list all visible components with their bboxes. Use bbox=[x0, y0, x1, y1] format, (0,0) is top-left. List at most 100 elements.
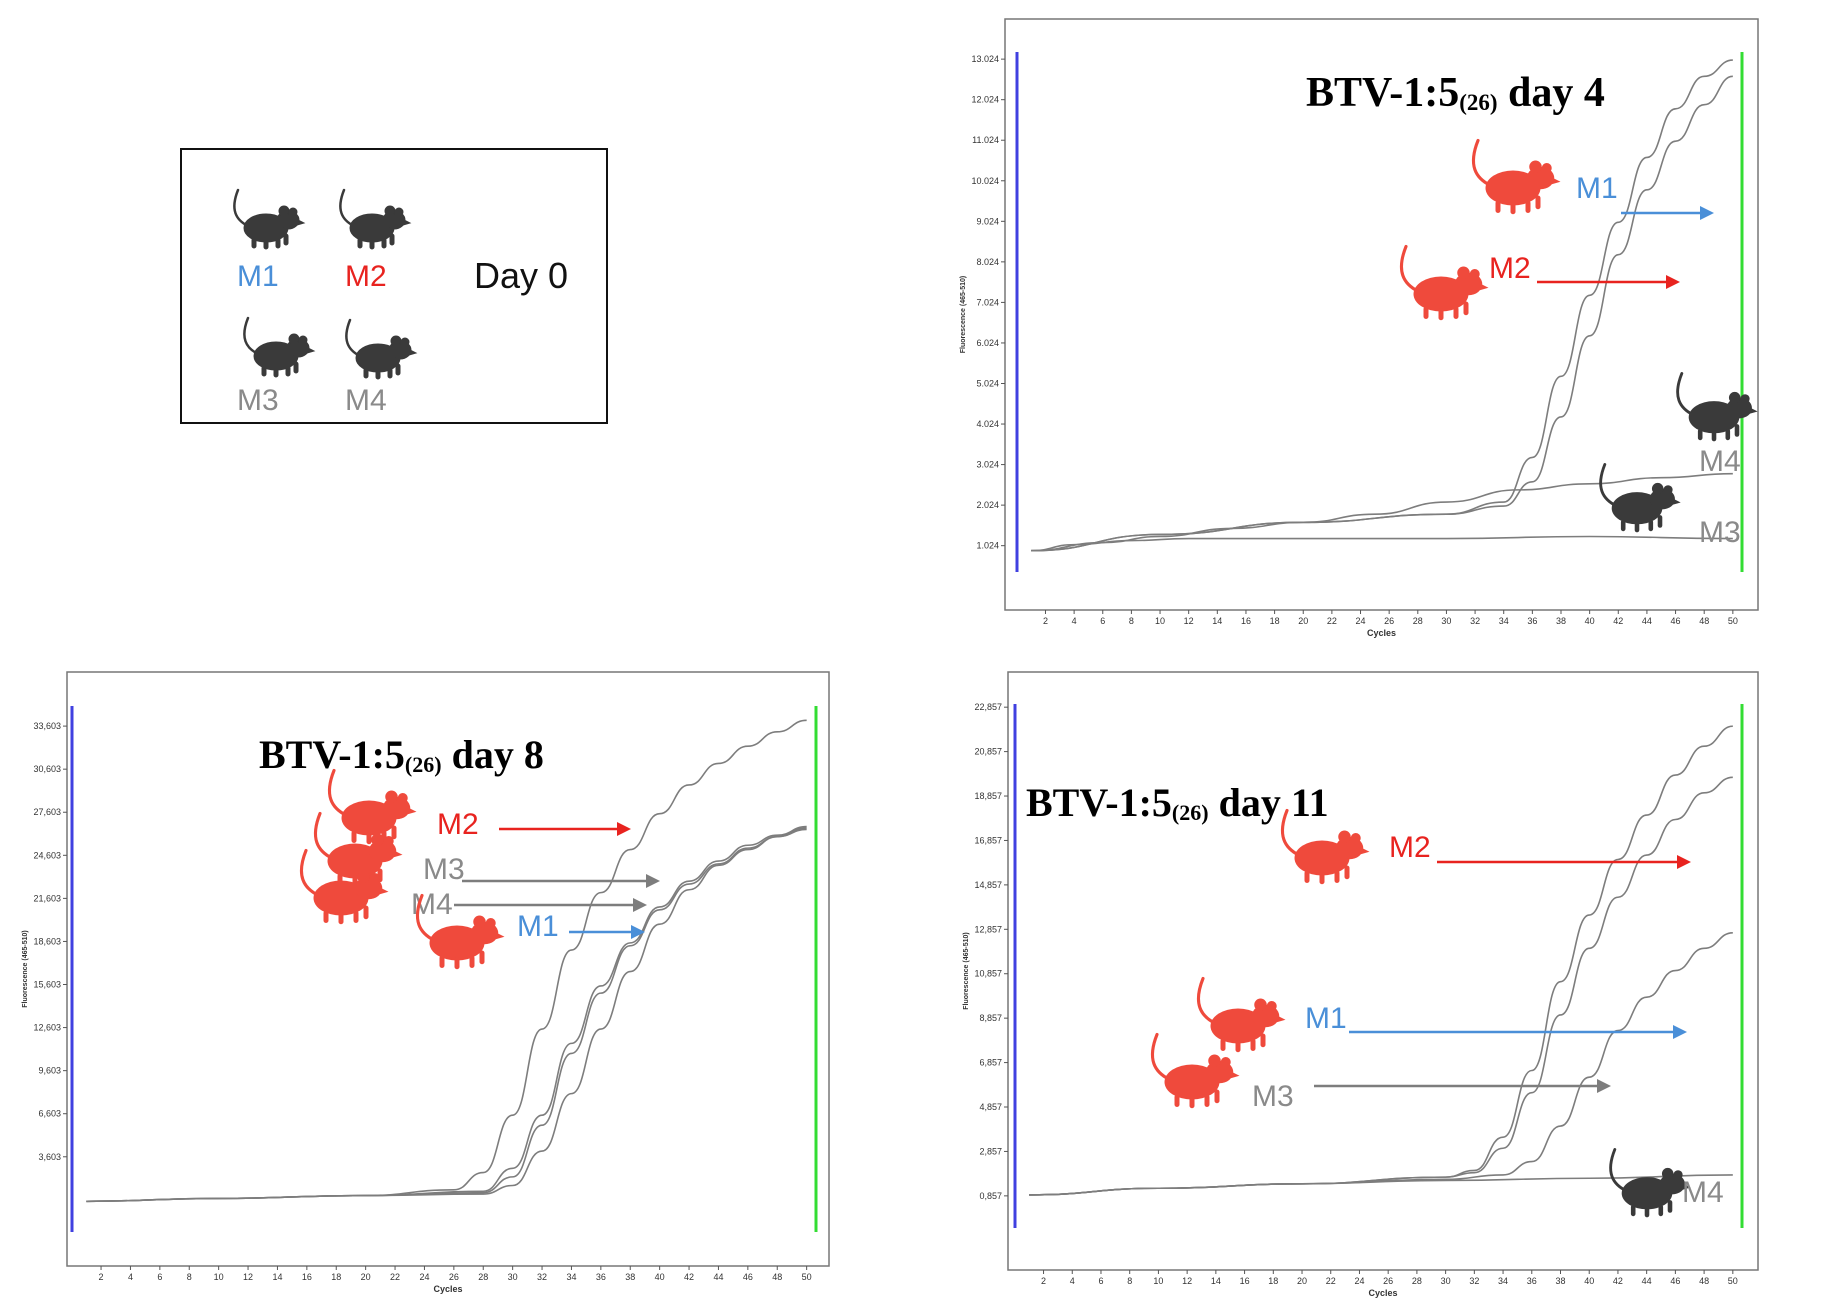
mouse-infected-m3-icon bbox=[1151, 1032, 1240, 1109]
y-tick-label: 18,857 bbox=[974, 791, 1002, 801]
x-tick-label: 48 bbox=[772, 1272, 782, 1282]
y-tick-label: 9,603 bbox=[38, 1066, 61, 1076]
legend-mouse-m4 bbox=[345, 318, 418, 381]
x-tick-label: 12 bbox=[243, 1272, 253, 1282]
x-tick-label: 10 bbox=[1153, 1276, 1163, 1286]
y-tick-label: 15,603 bbox=[33, 980, 61, 990]
y-tick-label: 12,603 bbox=[33, 1023, 61, 1033]
y-tick-label: 12,857 bbox=[974, 924, 1002, 934]
chart-title: BTV-1:5(26) day 4 bbox=[1306, 70, 1605, 116]
x-tick-label: 8 bbox=[1127, 1276, 1132, 1286]
annotation-arrow-m4 bbox=[454, 898, 647, 912]
y-tick-label: 18,603 bbox=[33, 936, 61, 946]
legend-label-m4: M4 bbox=[345, 384, 387, 417]
x-tick-label: 16 bbox=[302, 1272, 312, 1282]
annotation-arrow-m1 bbox=[1349, 1025, 1687, 1039]
x-tick-label: 30 bbox=[1441, 1276, 1451, 1286]
y-tick-label: 11.024 bbox=[972, 135, 999, 145]
y-tick-label: 8.024 bbox=[976, 257, 999, 267]
annotation-arrow-m1 bbox=[569, 925, 645, 939]
legend-label-m1: M1 bbox=[237, 260, 279, 293]
x-axis-label: Cycles bbox=[1367, 628, 1396, 638]
x-tick-label: 40 bbox=[1584, 1276, 1594, 1286]
x-tick-label: 30 bbox=[508, 1272, 518, 1282]
x-tick-label: 8 bbox=[1129, 616, 1134, 626]
y-tick-label: 6,603 bbox=[38, 1109, 61, 1119]
annotation-arrow-m3 bbox=[1314, 1079, 1611, 1093]
x-tick-label: 42 bbox=[684, 1272, 694, 1282]
x-tick-label: 32 bbox=[537, 1272, 547, 1282]
annotation-label-m1: M1 bbox=[1576, 172, 1618, 205]
chart-panel-day11: 0,857 2,857 4,857 6,857 8,857 10,857 12,857 14,… bbox=[946, 668, 1822, 1300]
x-tick-label: 16 bbox=[1241, 616, 1251, 626]
y-tick-label: 10.024 bbox=[971, 176, 999, 186]
y-tick-label: 3.024 bbox=[976, 460, 999, 470]
annotation-arrow-m3 bbox=[462, 874, 660, 888]
annotation-arrow-m2 bbox=[1537, 275, 1680, 289]
y-tick-label: 0,857 bbox=[979, 1191, 1002, 1201]
series-line-m2 bbox=[1031, 59, 1733, 552]
chart-title: BTV-1:5(26) day 11 bbox=[1026, 780, 1329, 825]
day0-legend-graphic: M1 M2 M3 M4 Day 0 bbox=[233, 188, 568, 417]
annotation-label-m1: M1 bbox=[517, 910, 559, 943]
x-tick-label: 4 bbox=[128, 1272, 133, 1282]
series-line-m3 bbox=[1031, 535, 1733, 552]
annotation-label-m4: M4 bbox=[1699, 445, 1741, 478]
x-tick-label: 22 bbox=[1326, 1276, 1336, 1286]
y-tick-label: 16,857 bbox=[974, 835, 1002, 845]
x-tick-label: 36 bbox=[1527, 616, 1537, 626]
x-tick-label: 34 bbox=[1499, 616, 1509, 626]
x-tick-label: 40 bbox=[655, 1272, 665, 1282]
x-tick-label: 38 bbox=[1556, 616, 1566, 626]
x-tick-label: 10 bbox=[214, 1272, 224, 1282]
annotation-label-m3: M3 bbox=[1252, 1080, 1294, 1113]
x-tick-label: 20 bbox=[361, 1272, 371, 1282]
x-tick-label: 4 bbox=[1070, 1276, 1075, 1286]
x-tick-label: 44 bbox=[1642, 1276, 1652, 1286]
x-tick-label: 18 bbox=[331, 1272, 341, 1282]
y-tick-label: 8,857 bbox=[979, 1013, 1002, 1023]
y-tick-label: 30,603 bbox=[33, 764, 61, 774]
x-tick-label: 48 bbox=[1699, 616, 1709, 626]
chart-day11: 0,857 2,857 4,857 6,857 8,857 10,857 12,857 14,… bbox=[963, 671, 1759, 1298]
x-tick-label: 26 bbox=[449, 1272, 459, 1282]
y-tick-label: 21,603 bbox=[33, 893, 61, 903]
chart-title: BTV-1:5(26) day 8 bbox=[259, 732, 544, 777]
y-tick-label: 4.024 bbox=[976, 419, 999, 429]
annotation-arrow-m2 bbox=[499, 822, 631, 836]
mouse-infected-m1-icon bbox=[416, 893, 505, 970]
x-tick-label: 16 bbox=[1240, 1276, 1250, 1286]
x-tick-label: 2 bbox=[1041, 1276, 1046, 1286]
x-tick-label: 14 bbox=[272, 1272, 282, 1282]
x-tick-label: 28 bbox=[1412, 1276, 1422, 1286]
x-tick-label: 46 bbox=[1670, 1276, 1680, 1286]
y-tick-label: 20,857 bbox=[974, 747, 1002, 757]
y-tick-label: 27,603 bbox=[33, 807, 61, 817]
mouse-healthy-m4-icon bbox=[1609, 1148, 1691, 1218]
x-tick-label: 24 bbox=[1356, 616, 1366, 626]
y-tick-label: 10,857 bbox=[974, 969, 1002, 979]
x-tick-label: 50 bbox=[1728, 616, 1738, 626]
x-tick-label: 50 bbox=[1728, 1276, 1738, 1286]
legend-label-m2: M2 bbox=[345, 260, 387, 293]
x-tick-label: 8 bbox=[187, 1272, 192, 1282]
legend-label-m3: M3 bbox=[237, 384, 279, 417]
x-tick-label: 24 bbox=[419, 1272, 429, 1282]
annotation-label-m3: M3 bbox=[1699, 516, 1741, 549]
legend-mouse-m1 bbox=[233, 188, 306, 251]
annotation-arrow-m1 bbox=[1621, 206, 1714, 220]
day0-legend: M1 M2 M3 M4 Day 0 bbox=[180, 148, 608, 424]
y-tick-label: 2,857 bbox=[979, 1146, 1002, 1156]
x-tick-label: 36 bbox=[596, 1272, 606, 1282]
x-tick-label: 46 bbox=[743, 1272, 753, 1282]
legend-mouse-m2 bbox=[339, 188, 412, 251]
x-tick-label: 22 bbox=[1327, 616, 1337, 626]
annotation-label-m3: M3 bbox=[423, 853, 465, 886]
x-tick-label: 24 bbox=[1354, 1276, 1364, 1286]
x-tick-label: 18 bbox=[1268, 1276, 1278, 1286]
y-tick-label: 3,603 bbox=[38, 1152, 61, 1162]
x-tick-label: 40 bbox=[1585, 616, 1595, 626]
y-tick-label: 9.024 bbox=[976, 216, 999, 226]
x-axis-label: Cycles bbox=[433, 1284, 462, 1294]
x-tick-label: 32 bbox=[1469, 1276, 1479, 1286]
